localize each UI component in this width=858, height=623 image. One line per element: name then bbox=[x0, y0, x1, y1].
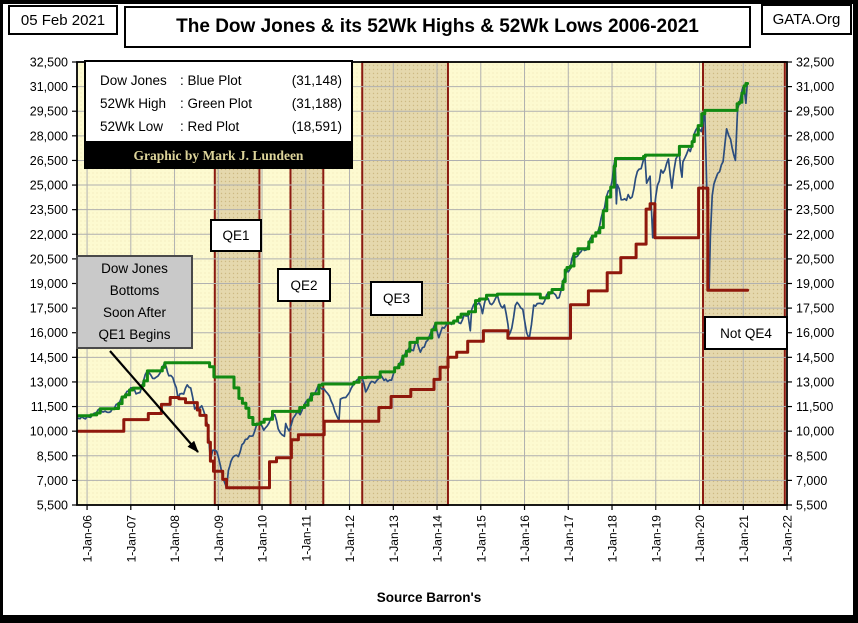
source-text: Source Barron's bbox=[376, 590, 482, 605]
not-qe4-text: Not QE4 bbox=[720, 325, 772, 341]
x-axis-label: 1-Jan-17 bbox=[562, 515, 576, 563]
org-text: GATA.Org bbox=[772, 11, 841, 28]
y-axis-label-left: 20,500 bbox=[30, 252, 68, 266]
x-axis-label: 1-Jan-22 bbox=[781, 515, 795, 563]
date-badge: 05 Feb 2021 bbox=[8, 5, 118, 35]
legend-series-desc: : Blue Plot bbox=[180, 73, 242, 88]
y-axis-label-left: 31,000 bbox=[30, 80, 68, 94]
y-axis-label-left: 7,000 bbox=[37, 474, 68, 488]
y-axis-label-right: 20,500 bbox=[796, 252, 834, 266]
y-axis-label-left: 26,500 bbox=[30, 154, 68, 168]
legend-series-desc: : Green Plot bbox=[180, 96, 253, 111]
y-axis-label-right: 7,000 bbox=[796, 474, 827, 488]
x-axis-label: 1-Jan-15 bbox=[474, 515, 488, 563]
y-axis-label-right: 8,500 bbox=[796, 449, 827, 463]
legend-series-value: (18,591) bbox=[291, 119, 342, 134]
legend-series-value: (31,148) bbox=[291, 73, 342, 88]
y-axis-label-left: 14,500 bbox=[30, 351, 68, 365]
legend-row-high: 52Wk High : Green Plot (31,188) bbox=[100, 92, 342, 115]
y-axis-label-right: 28,000 bbox=[796, 129, 834, 143]
y-axis-label-left: 10,000 bbox=[30, 425, 68, 439]
y-axis-label-right: 32,500 bbox=[796, 56, 834, 70]
legend-series-name: Dow Jones bbox=[100, 73, 167, 88]
page-title: The Dow Jones & its 52Wk Highs & 52Wk Lo… bbox=[176, 16, 699, 37]
y-axis-label-left: 11,500 bbox=[31, 400, 68, 414]
y-axis-label-left: 17,500 bbox=[30, 302, 68, 316]
legend-series-name: 52Wk High bbox=[100, 96, 167, 111]
y-axis-label-right: 13,000 bbox=[796, 375, 834, 389]
chart-title-box: The Dow Jones & its 52Wk Highs & 52Wk Lo… bbox=[124, 6, 751, 48]
x-axis-label: 1-Jan-07 bbox=[124, 515, 138, 563]
legend-series-value: (31,188) bbox=[291, 96, 342, 111]
legend: Dow Jones : Blue Plot (31,148) 52Wk High… bbox=[84, 60, 353, 143]
y-axis-label-right: 19,000 bbox=[796, 277, 834, 291]
y-axis-label-right: 26,500 bbox=[796, 154, 834, 168]
legend-series-name: 52Wk Low bbox=[100, 119, 164, 134]
x-axis-label: 1-Jan-19 bbox=[649, 515, 663, 563]
y-axis-label-right: 22,000 bbox=[796, 228, 834, 242]
y-axis-label-left: 19,000 bbox=[30, 277, 68, 291]
not-qe4-label: Not QE4 bbox=[704, 316, 788, 350]
callout-line: QE1 Begins bbox=[98, 327, 171, 342]
y-axis-label-left: 5,500 bbox=[37, 499, 68, 513]
y-axis-label-left: 16,000 bbox=[30, 326, 68, 340]
y-axis-label-left: 23,500 bbox=[30, 203, 68, 217]
x-axis-label: 1-Jan-13 bbox=[387, 515, 401, 563]
frame-left bbox=[0, 0, 3, 623]
legend-series-desc: : Red Plot bbox=[180, 119, 240, 134]
callout-line: Soon After bbox=[102, 305, 167, 320]
x-axis-label: 1-Jan-12 bbox=[343, 515, 357, 563]
qe3-text: QE3 bbox=[382, 291, 410, 306]
qe3-label: QE3 bbox=[370, 281, 423, 316]
credit-banner: Graphic by Mark J. Lundeen bbox=[84, 143, 353, 169]
x-axis-label: 1-Jan-08 bbox=[168, 515, 182, 563]
y-axis-label-left: 8,500 bbox=[37, 449, 68, 463]
tick-labels-layer: 32,500 32,500 31,000 31,000 29,500 29,500 28,0… bbox=[30, 56, 835, 563]
x-axis-label: 1-Jan-16 bbox=[518, 515, 532, 563]
y-axis-label-right: 16,000 bbox=[796, 326, 834, 340]
legend-row-low: 52Wk Low : Red Plot (18,591) bbox=[100, 115, 342, 138]
source-label: Source Barron's bbox=[314, 590, 544, 605]
y-axis-label-right: 23,500 bbox=[796, 203, 834, 217]
y-axis-label-right: 29,500 bbox=[796, 105, 834, 119]
qe2-text: QE2 bbox=[290, 277, 318, 293]
frame-bottom bbox=[0, 615, 858, 623]
legend-row-dow: Dow Jones : Blue Plot (31,148) bbox=[100, 69, 342, 92]
qe2-label: QE2 bbox=[277, 268, 331, 302]
y-axis-label-left: 28,000 bbox=[30, 129, 68, 143]
y-axis-label-right: 31,000 bbox=[796, 80, 834, 94]
org-badge: GATA.Org bbox=[761, 4, 852, 35]
x-axis-label: 1-Jan-06 bbox=[81, 515, 95, 563]
y-axis-label-left: 32,500 bbox=[30, 56, 68, 70]
x-axis-label: 1-Jan-21 bbox=[737, 515, 751, 563]
x-axis-label: 1-Jan-10 bbox=[256, 515, 270, 563]
frame-top bbox=[0, 0, 858, 4]
callout-box: Dow Jones Bottoms Soon After QE1 Begins bbox=[76, 255, 193, 349]
y-axis-label-left: 22,000 bbox=[30, 228, 68, 242]
y-axis-label-left: 13,000 bbox=[30, 375, 68, 389]
y-axis-label-right: 10,000 bbox=[796, 425, 834, 439]
x-axis-label: 1-Jan-09 bbox=[212, 515, 226, 563]
frame-right bbox=[853, 0, 858, 623]
x-axis-label: 1-Jan-20 bbox=[693, 515, 707, 563]
x-axis-label: 1-Jan-11 bbox=[299, 515, 313, 562]
qe1-label: QE1 bbox=[210, 219, 262, 252]
y-axis-label-right: 17,500 bbox=[796, 302, 834, 316]
y-axis-label-right: 5,500 bbox=[796, 499, 827, 513]
y-axis-label-right: 11,500 bbox=[796, 400, 833, 414]
y-axis-label-left: 25,000 bbox=[30, 179, 68, 193]
y-axis-label-right: 25,000 bbox=[796, 179, 834, 193]
x-axis-label: 1-Jan-14 bbox=[431, 515, 445, 563]
credit-text: Graphic by Mark J. Lundeen bbox=[133, 148, 304, 163]
callout-line: Bottoms bbox=[109, 283, 160, 298]
qe1-text: QE1 bbox=[222, 228, 250, 243]
callout-line: Dow Jones bbox=[101, 261, 168, 276]
x-axis-label: 1-Jan-18 bbox=[606, 515, 620, 563]
date-text: 05 Feb 2021 bbox=[20, 11, 106, 29]
y-axis-label-left: 29,500 bbox=[30, 105, 68, 119]
y-axis-label-right: 14,500 bbox=[796, 351, 834, 365]
